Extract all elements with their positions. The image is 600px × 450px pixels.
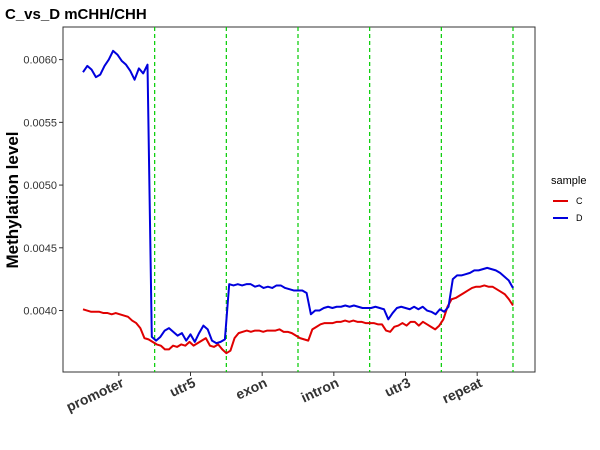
x-axis: promoter utr5 exon intron utr3 repeat [64, 372, 485, 415]
plot-panel [62, 26, 536, 373]
x-tick-label-repeat: repeat [440, 374, 485, 406]
x-tick-label-utr3: utr3 [382, 374, 413, 400]
y-axis-label: Methylation level [3, 132, 22, 269]
legend-label-C: C [576, 196, 583, 206]
series-line-C [82, 284, 514, 355]
y-tick-label: 0.0045 [23, 243, 57, 255]
x-tick-label-intron: intron [298, 374, 341, 405]
y-axis: 0.0040 0.0045 0.0050 0.0055 0.0060 [23, 55, 63, 318]
x-tick-label-exon: exon [233, 374, 269, 402]
y-tick-label: 0.0060 [23, 55, 57, 67]
y-tick-label: 0.0040 [23, 306, 57, 318]
legend-title: sample [551, 175, 586, 187]
x-tick-label-promoter: promoter [64, 374, 127, 415]
series-lines [82, 49, 514, 355]
chart-title: C_vs_D mCHH/CHH [5, 6, 147, 23]
series-line-D [82, 49, 514, 345]
y-tick-label: 0.0055 [23, 117, 57, 129]
legend: sample CD [551, 175, 586, 223]
legend-label-D: D [576, 213, 583, 223]
x-tick-label-utr5: utr5 [167, 374, 198, 400]
y-tick-label: 0.0050 [23, 180, 57, 192]
